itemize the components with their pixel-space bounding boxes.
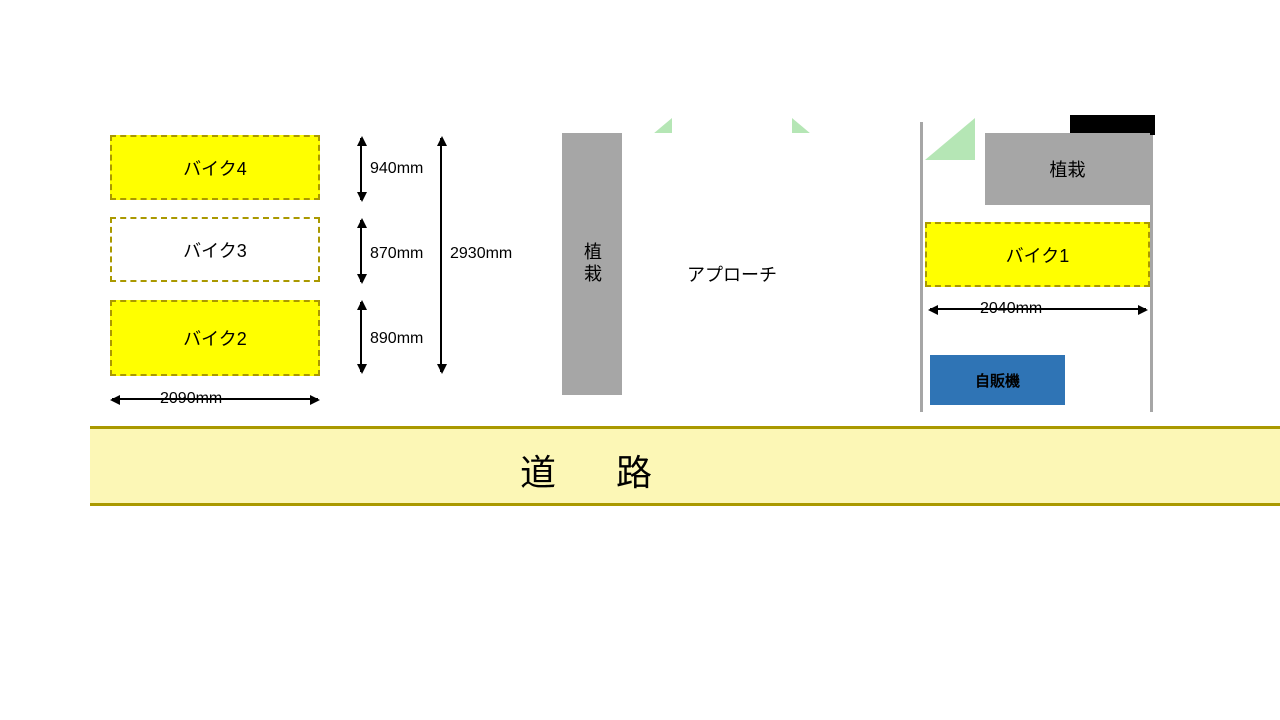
dim-text-890: 890mm — [370, 330, 423, 348]
dim-text-940: 940mm — [370, 160, 423, 178]
black-block — [1070, 115, 1155, 135]
plant-vertical: 植栽 — [562, 133, 622, 395]
dim-text-2090: 2090mm — [160, 390, 222, 408]
bike-slot-4: バイク4 — [110, 135, 320, 200]
right-frame-left — [920, 122, 923, 412]
dim-arrow-870 — [360, 220, 362, 282]
dim-arrow-2930 — [440, 138, 442, 372]
right-frame-right — [1150, 122, 1153, 412]
bike-slot-1: バイク1 — [925, 222, 1150, 287]
dim-arrow-890 — [360, 302, 362, 372]
dim-arrow-940 — [360, 138, 362, 200]
plant-right: 植栽 — [985, 133, 1150, 205]
road-label: 道 路 — [520, 444, 652, 496]
vending-machine: 自販機 — [930, 355, 1065, 405]
bike-slot-2: バイク2 — [110, 300, 320, 376]
dim-text-2040: 2040mm — [980, 300, 1042, 318]
roof-tri-far — [925, 118, 980, 163]
bike-slot-3: バイク3 — [110, 217, 320, 282]
dim-text-870: 870mm — [370, 245, 423, 263]
dim-text-2930: 2930mm — [450, 245, 512, 263]
approach-area: アプローチ — [622, 133, 842, 415]
road — [90, 426, 1280, 506]
